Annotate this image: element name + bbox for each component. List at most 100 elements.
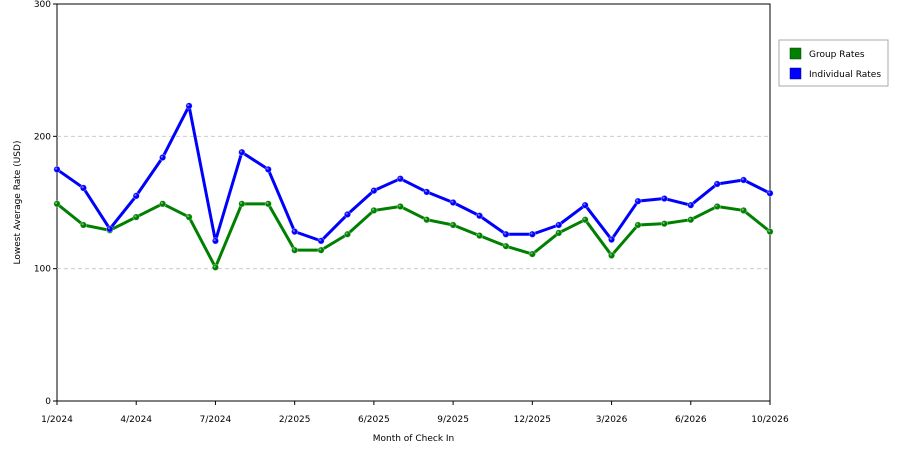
data-point-individual-rates bbox=[264, 165, 272, 173]
x-tick-label: 4/2024 bbox=[120, 415, 152, 425]
data-point-group-rates bbox=[660, 220, 668, 228]
y-tick-label: 200 bbox=[34, 132, 51, 142]
data-point-individual-rates bbox=[713, 180, 721, 188]
data-point-group-rates bbox=[343, 230, 351, 238]
legend-label-group-rates: Group Rates bbox=[809, 50, 865, 60]
data-point-group-rates bbox=[211, 263, 219, 271]
x-tick-label: 1/2024 bbox=[41, 415, 73, 425]
data-point-group-rates bbox=[555, 229, 563, 237]
data-point-highlight bbox=[609, 237, 612, 240]
data-point-individual-rates bbox=[53, 165, 61, 173]
data-point-highlight bbox=[636, 199, 639, 202]
data-point-individual-rates bbox=[159, 154, 167, 162]
x-axis-title: Month of Check In bbox=[373, 434, 455, 444]
data-point-group-rates bbox=[740, 206, 748, 214]
data-point-individual-rates bbox=[396, 175, 404, 183]
x-tick-label: 6/2026 bbox=[675, 415, 707, 425]
data-point-highlight bbox=[583, 203, 586, 206]
data-point-highlight bbox=[662, 196, 665, 199]
data-point-highlight bbox=[134, 215, 137, 218]
x-tick-label: 7/2024 bbox=[200, 415, 232, 425]
data-point-highlight bbox=[239, 150, 243, 153]
series-line-individual-rates bbox=[56, 104, 771, 243]
data-point-group-rates bbox=[370, 206, 378, 214]
data-point-highlight bbox=[187, 103, 190, 107]
data-point-highlight bbox=[530, 252, 533, 255]
data-point-highlight bbox=[371, 208, 375, 211]
data-point-highlight bbox=[55, 201, 58, 205]
data-point-highlight bbox=[81, 186, 84, 189]
data-point-group-rates bbox=[502, 242, 510, 250]
data-point-group-rates bbox=[317, 246, 325, 254]
data-point-individual-rates bbox=[423, 188, 431, 196]
data-point-group-rates bbox=[713, 202, 721, 210]
data-point-highlight bbox=[239, 201, 243, 205]
y-axis-title: Lowest Average Rate (USD) bbox=[13, 141, 23, 265]
data-point-group-rates bbox=[608, 251, 616, 259]
data-point-group-rates bbox=[79, 221, 87, 229]
data-point-group-rates bbox=[132, 213, 140, 221]
data-point-individual-rates bbox=[502, 230, 510, 238]
data-point-highlight bbox=[345, 212, 348, 215]
data-point-group-rates bbox=[449, 221, 457, 229]
data-point-individual-rates bbox=[317, 237, 325, 245]
x-tick-label: 6/2025 bbox=[358, 415, 390, 425]
y-tick-label: 100 bbox=[34, 265, 51, 275]
legend: Group Rates Individual Rates bbox=[778, 39, 889, 87]
data-point-highlight bbox=[556, 231, 560, 234]
x-tick-label: 12/2025 bbox=[514, 415, 551, 425]
x-tick-label: 10/2026 bbox=[751, 415, 789, 425]
legend-swatch-group-rates bbox=[789, 47, 802, 60]
data-point-highlight bbox=[160, 201, 163, 205]
data-point-highlight bbox=[292, 229, 295, 232]
data-point-group-rates bbox=[634, 221, 642, 229]
data-point-individual-rates bbox=[476, 212, 484, 220]
data-point-highlight bbox=[319, 238, 322, 242]
data-point-highlight bbox=[636, 223, 639, 226]
data-point-highlight bbox=[715, 182, 718, 185]
data-point-highlight bbox=[134, 193, 137, 197]
data-point-highlight bbox=[187, 215, 190, 218]
data-point-individual-rates bbox=[449, 199, 457, 207]
data-point-highlight bbox=[319, 248, 322, 251]
data-point-highlight bbox=[398, 204, 401, 207]
data-point-individual-rates bbox=[555, 221, 563, 229]
data-point-highlight bbox=[213, 265, 216, 268]
data-point-highlight bbox=[451, 200, 454, 203]
data-point-group-rates bbox=[581, 216, 589, 224]
y-tick-label: 300 bbox=[34, 0, 51, 10]
data-point-highlight bbox=[451, 223, 454, 226]
data-point-highlight bbox=[741, 178, 744, 181]
legend-swatch-individual-rates bbox=[789, 67, 802, 80]
data-point-individual-rates bbox=[132, 192, 140, 200]
data-point-highlight bbox=[583, 217, 586, 221]
data-point-group-rates bbox=[766, 228, 774, 236]
data-point-group-rates bbox=[291, 246, 299, 254]
x-tick-label: 2/2025 bbox=[279, 415, 311, 425]
data-point-individual-rates bbox=[291, 228, 299, 236]
data-point-group-rates bbox=[185, 213, 193, 221]
data-point-individual-rates bbox=[687, 201, 695, 209]
data-point-individual-rates bbox=[238, 148, 246, 156]
plot-area bbox=[56, 3, 771, 402]
data-point-highlight bbox=[107, 227, 111, 230]
data-point-individual-rates bbox=[343, 210, 351, 218]
data-point-highlight bbox=[398, 176, 401, 179]
data-point-highlight bbox=[768, 229, 771, 232]
data-point-individual-rates bbox=[79, 184, 87, 192]
data-point-highlight bbox=[424, 190, 428, 193]
data-point-individual-rates bbox=[660, 195, 668, 203]
x-tick-label: 3/2026 bbox=[596, 415, 628, 425]
data-point-group-rates bbox=[687, 216, 695, 224]
data-point-group-rates bbox=[423, 216, 431, 224]
data-point-individual-rates bbox=[211, 237, 219, 245]
data-point-group-rates bbox=[476, 232, 484, 240]
data-point-individual-rates bbox=[740, 176, 748, 184]
data-point-highlight bbox=[424, 217, 428, 221]
data-point-highlight bbox=[504, 232, 507, 235]
data-point-highlight bbox=[292, 248, 295, 251]
axes: 0 100 200 300 1/2024 4/2024 7/2024 2/2025 6/2025… bbox=[34, 0, 789, 425]
data-point-highlight bbox=[688, 203, 692, 206]
series-line-group-rates bbox=[56, 202, 771, 269]
data-point-highlight bbox=[477, 213, 480, 217]
